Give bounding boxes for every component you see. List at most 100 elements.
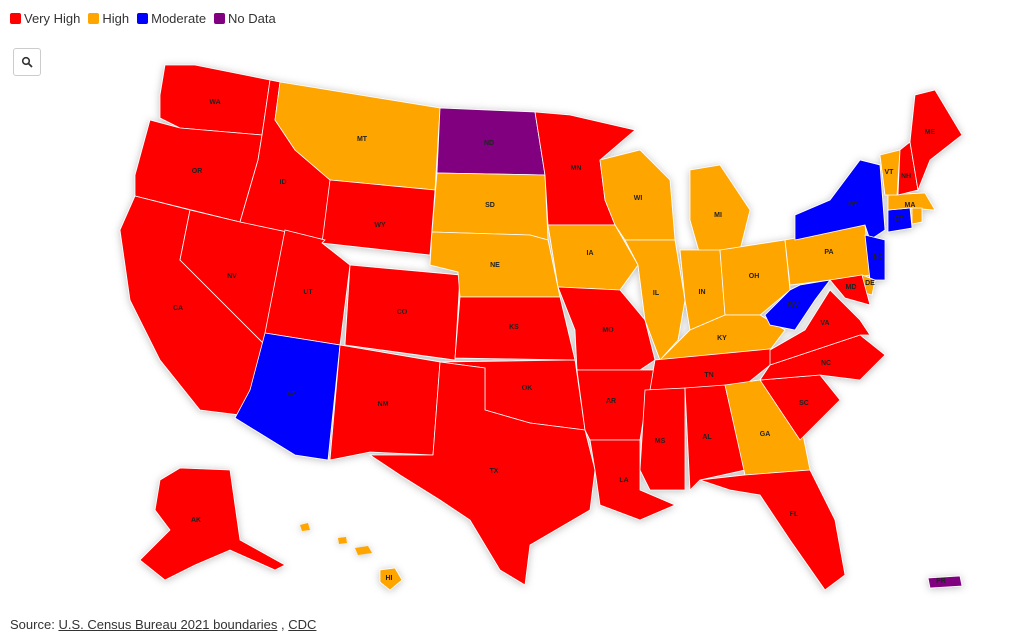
states [119, 64, 963, 591]
state-label: PA [824, 249, 833, 256]
state-label: MI [714, 212, 722, 219]
search-icon [21, 56, 33, 68]
state [329, 344, 441, 461]
state-label: NY [848, 201, 858, 208]
state-label: DE [865, 280, 875, 287]
legend-swatch [137, 13, 149, 24]
state-label: WI [634, 195, 643, 202]
source-prefix: Source: [10, 617, 55, 632]
state-label: NE [490, 262, 500, 269]
state [911, 207, 923, 225]
state-label: MT [357, 136, 368, 143]
state-label: MN [571, 165, 582, 172]
state-label: LA [619, 477, 628, 484]
state-label: WY [374, 222, 386, 229]
state-label: PR [936, 578, 946, 585]
state-label: HI [386, 575, 393, 582]
state [879, 149, 901, 196]
state [639, 387, 686, 491]
state [724, 379, 811, 476]
state [794, 159, 886, 241]
state-label: WV [787, 302, 799, 309]
state [909, 89, 963, 192]
legend-swatch [214, 13, 226, 24]
state [689, 164, 751, 256]
state-label: AL [702, 434, 712, 441]
state [764, 279, 831, 331]
state-label: SC [799, 400, 809, 407]
state-label: ND [484, 140, 494, 147]
search-button[interactable] [13, 48, 41, 76]
state [321, 179, 436, 256]
state [139, 467, 286, 581]
state [719, 239, 791, 316]
state [829, 274, 871, 306]
state-label: CT [894, 216, 904, 223]
legend-item[interactable]: No Data [214, 11, 276, 26]
state [699, 469, 846, 591]
legend: Very High High Moderate No Data [10, 11, 276, 26]
source-link[interactable]: U.S. Census Bureau 2021 boundaries [58, 617, 278, 632]
state-label: MO [602, 327, 614, 334]
state-label: NC [821, 360, 831, 367]
state-label: NH [901, 173, 911, 180]
state-label: TX [490, 468, 499, 475]
map: WA OR CA NV ID MT WY UT CO AZ NM ND SD NE KS OK TX MN IA MO… [119, 64, 963, 591]
state [368, 361, 596, 586]
state-label: MD [846, 284, 857, 291]
state-label: ME [925, 129, 936, 136]
state-label: CO [397, 309, 408, 316]
island [300, 523, 310, 531]
state-label: NV [227, 273, 237, 280]
state-label: VA [820, 320, 829, 327]
state-labels: WA OR CA NV ID MT WY UT CO AZ NM ND SD NE KS OK TX MN IA MO… [173, 99, 946, 585]
state-label: AK [191, 517, 201, 524]
state [344, 264, 461, 361]
legend-swatch [10, 13, 21, 24]
state-label: FL [790, 511, 799, 518]
state-label: VT [885, 169, 895, 176]
state-label: ID [280, 179, 287, 186]
state [887, 192, 936, 211]
state-label: NJ [874, 254, 883, 261]
state [557, 286, 656, 371]
state [379, 567, 403, 591]
state [927, 575, 963, 589]
legend-item[interactable]: Very High [10, 11, 80, 26]
legend-label: No Data [228, 11, 276, 26]
state-label: GA [760, 431, 771, 438]
state-label: MA [905, 202, 916, 209]
state [649, 347, 781, 391]
state-label: MS [655, 438, 666, 445]
state-label: WA [209, 99, 220, 106]
legend-label: High [102, 11, 130, 26]
state-label: OR [192, 168, 203, 175]
legend-swatch [88, 13, 100, 24]
legend-item[interactable]: Moderate [137, 11, 206, 26]
source-separator: , [277, 617, 289, 632]
state-label: IN [699, 289, 706, 296]
state [589, 439, 677, 521]
legend-item[interactable]: High [88, 11, 129, 26]
state-label: OH [749, 273, 760, 280]
state [684, 384, 746, 491]
state-label: SD [485, 202, 495, 209]
island [355, 546, 372, 555]
state-label: CA [173, 305, 183, 312]
state-label: AR [606, 398, 616, 405]
state-label: TN [704, 372, 713, 379]
state-label: IA [587, 250, 594, 257]
state-label: UT [303, 289, 313, 296]
island [338, 537, 347, 544]
state-label: OK [522, 385, 533, 392]
state-label: IL [653, 290, 660, 297]
source-link[interactable]: CDC [288, 617, 317, 632]
legend-label: Very High [24, 11, 81, 26]
state-label: AZ [286, 391, 296, 398]
state [769, 289, 871, 366]
state-label: KY [717, 335, 727, 342]
legend-label: Moderate [151, 11, 207, 26]
state [864, 234, 886, 281]
source: Source: U.S. Census Bureau 2021 boundari… [10, 617, 316, 632]
